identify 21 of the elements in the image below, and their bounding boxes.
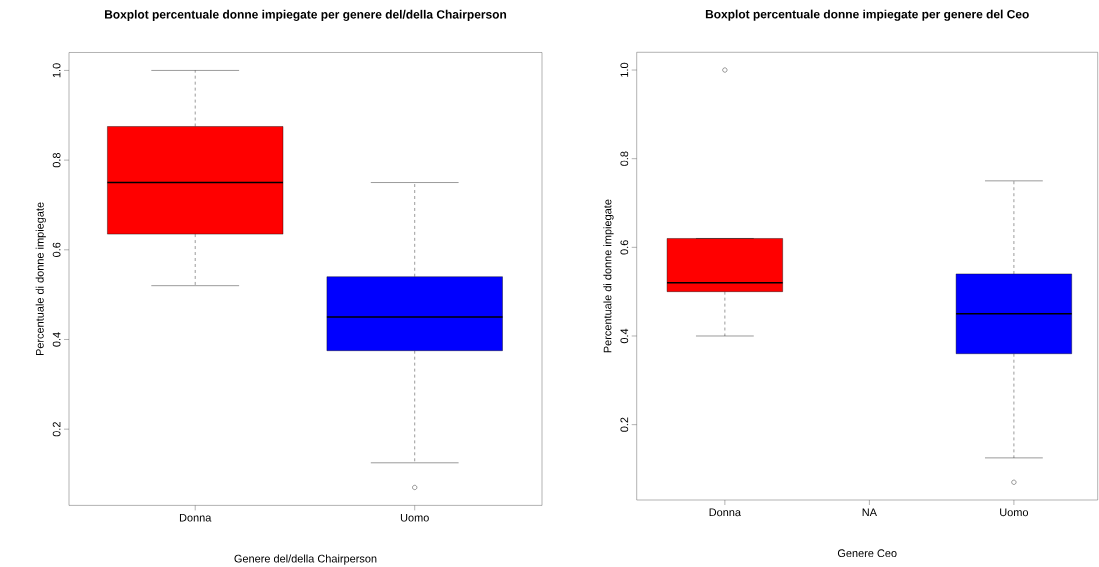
y-axis-title: Percentuale di donne impiegate (603, 199, 614, 353)
y-tick-label: 0.2 (620, 417, 629, 432)
x-tick-label: NA (862, 508, 877, 517)
y-tick-label: 0.6 (52, 242, 61, 257)
x-tick-label: Uomo (1000, 508, 1029, 517)
y-tick-label: 0.8 (52, 152, 61, 168)
y-tick-label: 1.0 (620, 62, 629, 77)
y-tick-label: 0.2 (52, 422, 61, 437)
x-tick-label: Uomo (400, 513, 429, 522)
x-axis-title: Genere del/della Chairperson (234, 554, 377, 565)
chart-title: Boxplot percentuale donne impiegate per genere del/della Chairperson (105, 9, 507, 22)
y-tick-label: 1.0 (52, 63, 61, 78)
y-axis-title: Percentuale di donne impiegate (35, 202, 46, 356)
chart-title: Boxplot percentuale donne impiegate per genere del Ceo (705, 9, 1029, 21)
x-tick-label: Donna (179, 513, 212, 522)
y-tick-label: 0.4 (52, 332, 61, 347)
y-tick-label: 0.6 (620, 240, 629, 255)
y-tick-label: 0.4 (620, 328, 629, 344)
y-tick-label: 0.8 (620, 151, 629, 166)
x-tick-label: Donna (709, 508, 741, 517)
x-axis-title: Genere Ceo (837, 549, 897, 558)
